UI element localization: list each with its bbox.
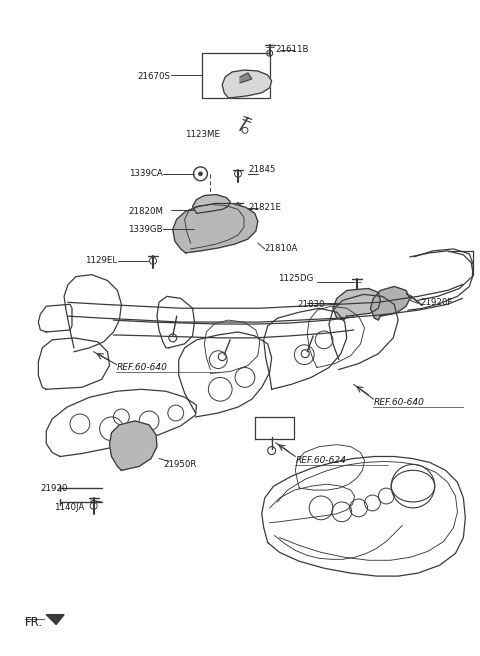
Polygon shape [240, 73, 252, 83]
Text: 1125DG: 1125DG [278, 274, 313, 283]
Text: 1339CA: 1339CA [129, 169, 163, 178]
Text: 1123ME: 1123ME [185, 130, 220, 139]
Text: 21845: 21845 [248, 165, 276, 174]
Polygon shape [173, 203, 258, 253]
Polygon shape [46, 615, 64, 625]
Circle shape [193, 167, 207, 180]
Text: 21820M: 21820M [128, 207, 163, 216]
Text: FR.: FR. [24, 616, 43, 629]
Text: 1129EL: 1129EL [85, 256, 118, 265]
Polygon shape [371, 287, 410, 320]
Polygon shape [333, 289, 380, 320]
Polygon shape [222, 70, 272, 98]
Text: 1339GB: 1339GB [128, 224, 163, 234]
Text: REF.60-640: REF.60-640 [373, 398, 424, 407]
Text: 21920: 21920 [41, 483, 68, 493]
Text: 1140JA: 1140JA [54, 503, 84, 512]
Bar [203, 53, 270, 98]
Text: 21670S: 21670S [138, 72, 171, 81]
Circle shape [193, 222, 207, 236]
Polygon shape [109, 421, 157, 470]
Text: 21830: 21830 [298, 300, 325, 309]
Circle shape [127, 441, 139, 453]
Polygon shape [192, 195, 230, 213]
Circle shape [199, 227, 203, 231]
Text: 21810A: 21810A [264, 245, 298, 253]
Text: 21611B: 21611B [276, 45, 309, 54]
Text: 21950R: 21950R [163, 460, 196, 469]
Text: 21920F: 21920F [420, 298, 452, 307]
Text: REF.60-624: REF.60-624 [295, 456, 346, 465]
Circle shape [120, 433, 147, 461]
Text: REF.60-640: REF.60-640 [117, 363, 168, 372]
Circle shape [199, 172, 203, 176]
Text: 21821E: 21821E [248, 203, 281, 212]
